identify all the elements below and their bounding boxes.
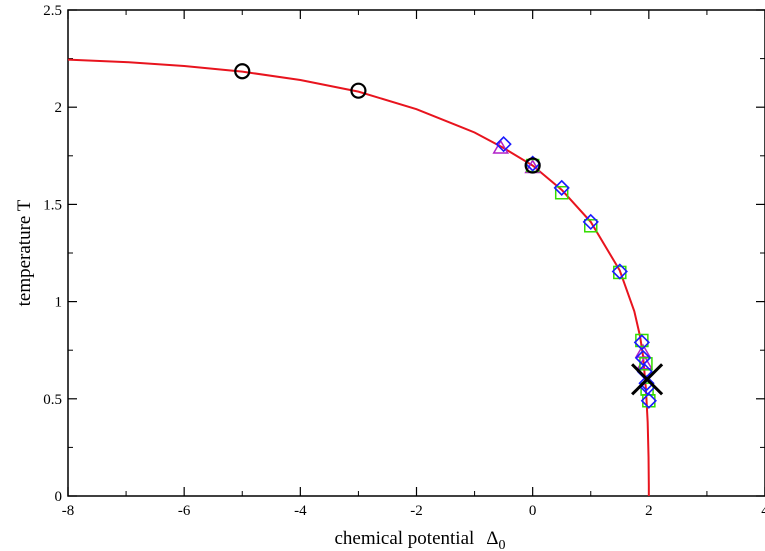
diamond-marker — [611, 263, 628, 280]
square-marker — [554, 185, 569, 200]
cross-marker — [631, 363, 664, 396]
x-tick-label: -4 — [294, 503, 307, 519]
circle-marker — [234, 63, 251, 80]
diamond-marker — [633, 334, 650, 351]
circle-marker — [350, 82, 367, 99]
x-axis-label-text: chemical potential — [334, 528, 474, 549]
x-tick-label: 0 — [529, 503, 537, 519]
y-tick-label: 1 — [55, 295, 63, 311]
x-tick-label: 2 — [645, 503, 653, 519]
x-axis-label-subscript: 0 — [499, 538, 506, 551]
x-axis-label: chemical potential Δ0 — [334, 528, 505, 551]
axis-ticks: -8 -6 -4 -2 0 2 4 0 0.5 1 1.5 2 2.5 — [43, 3, 765, 519]
triangle-marker — [492, 139, 510, 154]
y-axis-label: temperature T — [14, 199, 35, 306]
plot-frame — [67, 9, 765, 497]
circle-marker — [524, 157, 541, 174]
diamond-marker — [553, 179, 570, 197]
y-tick-label: 2.5 — [43, 3, 62, 19]
x-tick-label: -6 — [178, 503, 191, 519]
diamond-marker — [582, 213, 599, 231]
x-tick-label: -2 — [410, 503, 423, 519]
x-axis-label-symbol: Δ — [486, 528, 498, 549]
y-tick-label: 2 — [55, 100, 63, 116]
x-tick-label: 4 — [761, 503, 765, 519]
y-tick-label: 0.5 — [43, 392, 62, 408]
square-marker — [584, 219, 598, 233]
diamond-marker — [640, 392, 657, 409]
diamond-marker — [638, 375, 655, 392]
x-tick-label: -8 — [62, 503, 75, 519]
square-marker — [639, 357, 653, 371]
y-tick-label: 0 — [55, 489, 63, 505]
diamond-marker — [495, 136, 512, 153]
marker-layer — [234, 63, 664, 409]
cross-marker-stroke — [631, 363, 664, 396]
y-tick-label: 1.5 — [43, 197, 62, 213]
diamond-marker — [634, 349, 652, 367]
phase-boundary-curve — [67, 58, 650, 496]
square-marker — [642, 393, 656, 408]
curve-layer — [67, 58, 650, 496]
